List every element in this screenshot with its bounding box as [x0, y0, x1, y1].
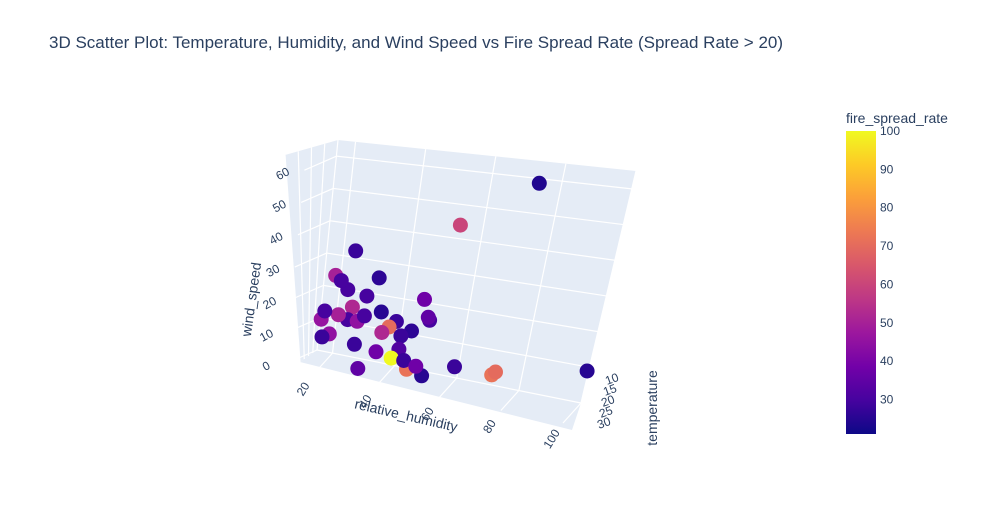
y-tick-label: 25	[597, 403, 615, 421]
y-tick-label: 20	[599, 392, 617, 410]
grid-line-y	[297, 151, 305, 360]
y-tick-label: 30	[595, 414, 613, 432]
data-point[interactable]	[447, 359, 462, 375]
x-tick-label: 20	[294, 379, 313, 398]
floor-wall	[300, 350, 581, 430]
z-tick-label: 60	[273, 164, 292, 183]
grid-line-z	[329, 220, 615, 261]
data-point[interactable]	[333, 273, 349, 289]
z-tick-label: 50	[270, 197, 289, 216]
grid-line-z	[326, 252, 607, 297]
colorbar	[846, 131, 876, 434]
grid-line-y	[307, 147, 313, 357]
data-point[interactable]	[348, 243, 364, 259]
data-point[interactable]	[371, 270, 387, 286]
x-axis-title: relative_humidity	[353, 396, 459, 435]
z-tick-label: 30	[264, 261, 283, 280]
data-point[interactable]	[317, 303, 333, 319]
x-tick-label: 80	[480, 417, 499, 436]
grid-line-x	[518, 163, 567, 391]
data-point[interactable]	[359, 288, 375, 304]
data-point[interactable]	[330, 307, 346, 323]
chart-title: 3D Scatter Plot: Temperature, Humidity, …	[49, 33, 784, 52]
data-points[interactable]	[313, 175, 595, 384]
grid-line-x-floor	[376, 365, 396, 386]
grid-line-z	[316, 349, 582, 404]
data-point[interactable]	[452, 217, 468, 233]
data-point[interactable]	[346, 336, 362, 352]
colorbar-tick-label: 90	[880, 162, 894, 176]
grid-line-z	[336, 155, 632, 190]
data-point[interactable]	[374, 325, 390, 340]
grid-line-x-floor	[438, 377, 458, 399]
grid-line-z	[320, 317, 590, 368]
y-tick-label: 10	[603, 370, 621, 388]
z-tick-label: 20	[261, 294, 280, 313]
colorbar-title: fire_spread_rate	[846, 110, 948, 126]
data-point[interactable]	[356, 308, 372, 324]
y-axis-title: temperature	[644, 370, 660, 446]
data-point[interactable]	[579, 363, 595, 379]
colorbar-tick-label: 70	[880, 239, 894, 253]
z-tick-label: 0	[260, 358, 273, 374]
grid-line-z-left	[304, 155, 337, 171]
data-point[interactable]	[393, 328, 409, 344]
grid-line-z-left	[291, 284, 324, 300]
data-point[interactable]	[344, 299, 360, 315]
grid-line-x-floor	[500, 390, 520, 411]
data-point[interactable]	[531, 175, 547, 191]
data-point[interactable]	[383, 350, 399, 366]
grid-line-x-floor	[314, 352, 333, 374]
colorbar-tick-label: 40	[880, 354, 894, 368]
data-point[interactable]	[350, 361, 366, 376]
data-point[interactable]	[314, 329, 330, 345]
colorbar-tick-label: 100	[880, 124, 900, 138]
z-tick-label: 10	[257, 326, 276, 345]
data-point[interactable]	[420, 309, 436, 325]
data-point[interactable]	[368, 344, 384, 360]
y-tick-label: 15	[601, 381, 619, 399]
colorbar-tick-label: 50	[880, 316, 894, 330]
grid-line-z-left	[284, 349, 318, 365]
grid-line-z	[333, 187, 624, 226]
left-wall	[285, 140, 338, 362]
grid-line-y	[284, 154, 301, 363]
data-point[interactable]	[408, 358, 424, 374]
data-point[interactable]	[488, 364, 503, 380]
colorbar-tick-label: 80	[880, 201, 894, 215]
data-point[interactable]	[373, 304, 389, 320]
data-point[interactable]	[417, 291, 432, 307]
grid-line-z-left	[294, 252, 327, 268]
colorbar-ticks: 30 40 50 60 70 80 90 100	[880, 124, 900, 406]
colorbar-tick-label: 30	[880, 392, 894, 406]
grid-line-x-floor	[562, 402, 582, 424]
grid-line-x	[456, 156, 497, 379]
grid-line-z-left	[300, 187, 334, 204]
colorbar-tick-label: 60	[880, 277, 894, 291]
z-tick-label: 40	[267, 229, 286, 248]
grid-line-z-left	[297, 220, 331, 236]
x-tick-label: 100	[540, 426, 563, 451]
data-point[interactable]	[396, 353, 412, 368]
